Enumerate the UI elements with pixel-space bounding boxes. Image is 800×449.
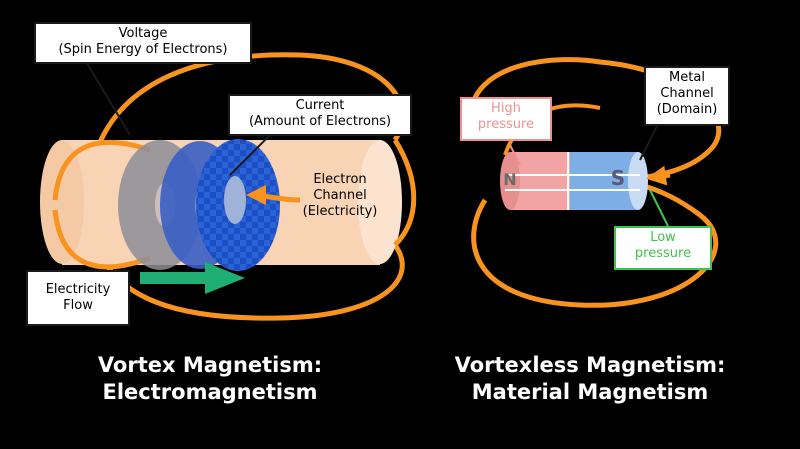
voltage-callout: Voltage (Spin Energy of Electrons)	[34, 22, 252, 64]
high-pressure-callout: High pressure	[460, 97, 552, 141]
right-caption: Vortexless Magnetism: Material Magnetism	[454, 353, 726, 404]
low-pressure-arrow	[646, 165, 671, 186]
field-loop-front-bottom	[52, 209, 151, 270]
electron-channel-label: Electron Channel (Electricity)	[302, 172, 378, 219]
low-pointer-line	[649, 189, 671, 231]
current-callout: Current (Amount of Electrons)	[228, 94, 412, 136]
channel-field-arrow	[246, 185, 301, 206]
electricity-flow-callout: Electricity Flow	[26, 270, 130, 326]
field-loop-right	[392, 138, 417, 247]
bar-magnet	[500, 152, 648, 210]
metal-channel-callout: Metal Channel (Domain)	[644, 66, 730, 126]
high-pointer-line	[509, 144, 521, 166]
current-torus	[196, 139, 280, 271]
electricity-flow-arrow	[140, 262, 245, 294]
metal-pointer-line	[639, 119, 661, 161]
low-pressure-callout: Low pressure	[614, 226, 712, 270]
voltage-pointer-arrow	[84, 59, 131, 136]
current-pointer-arrow	[229, 129, 276, 176]
pole-s-label: S	[610, 166, 626, 190]
pole-n-label: N	[503, 170, 517, 189]
left-caption: Vortex Magnetism: Electromagnetism	[97, 353, 323, 404]
right-field-loop-bottom	[471, 182, 719, 308]
field-loop-front-top	[52, 139, 151, 201]
